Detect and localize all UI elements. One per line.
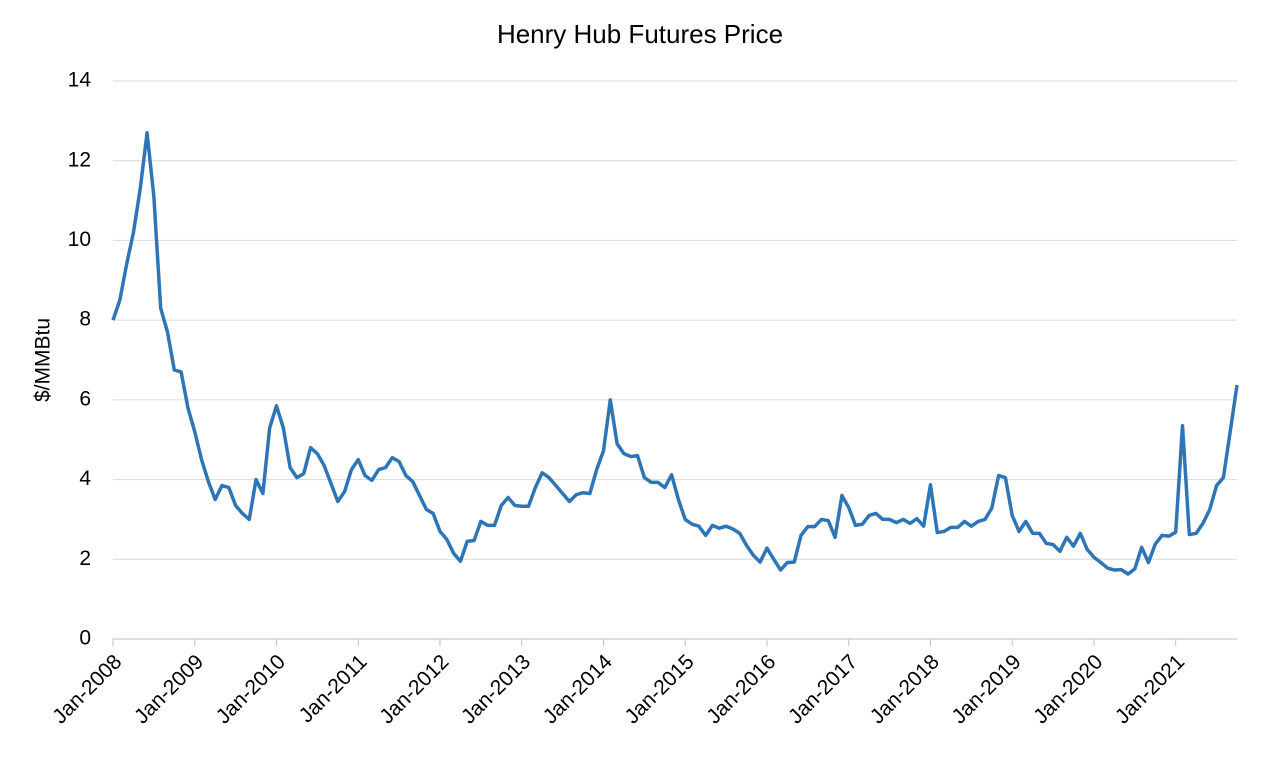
y-tick-label: 0	[79, 627, 91, 650]
x-tick-label: Jan-2020	[1029, 650, 1107, 728]
y-axis-label: $/MMBtu	[32, 318, 55, 402]
y-tick-label: 4	[79, 467, 91, 490]
x-tick-label: Jan-2016	[702, 650, 780, 728]
x-tick-label: Jan-2021	[1111, 650, 1189, 728]
x-tick-label: Jan-2015	[620, 650, 698, 728]
x-tick-label: Jan-2018	[866, 650, 944, 728]
x-tick-label: Jan-2012	[375, 650, 453, 728]
x-tick-label: Jan-2013	[457, 650, 535, 728]
y-tick-label: 12	[68, 148, 91, 171]
x-tick-label: Jan-2017	[784, 650, 862, 728]
y-tick-label: 6	[79, 387, 91, 410]
y-tick-label: 2	[79, 547, 91, 570]
y-tick-label: 10	[68, 228, 91, 251]
chart-title: Henry Hub Futures Price	[497, 19, 783, 49]
x-tick-label: Jan-2011	[295, 650, 372, 727]
x-tick-label: Jan-2009	[130, 650, 208, 728]
x-tick-label: Jan-2008	[48, 650, 126, 728]
y-tick-label: 14	[68, 69, 92, 92]
price-line	[111, 131, 1239, 576]
x-tick-label: Jan-2019	[947, 650, 1025, 728]
y-tick-label: 8	[79, 308, 91, 331]
x-tick-label: Jan-2010	[212, 650, 290, 728]
x-tick-label: Jan-2014	[539, 650, 617, 728]
